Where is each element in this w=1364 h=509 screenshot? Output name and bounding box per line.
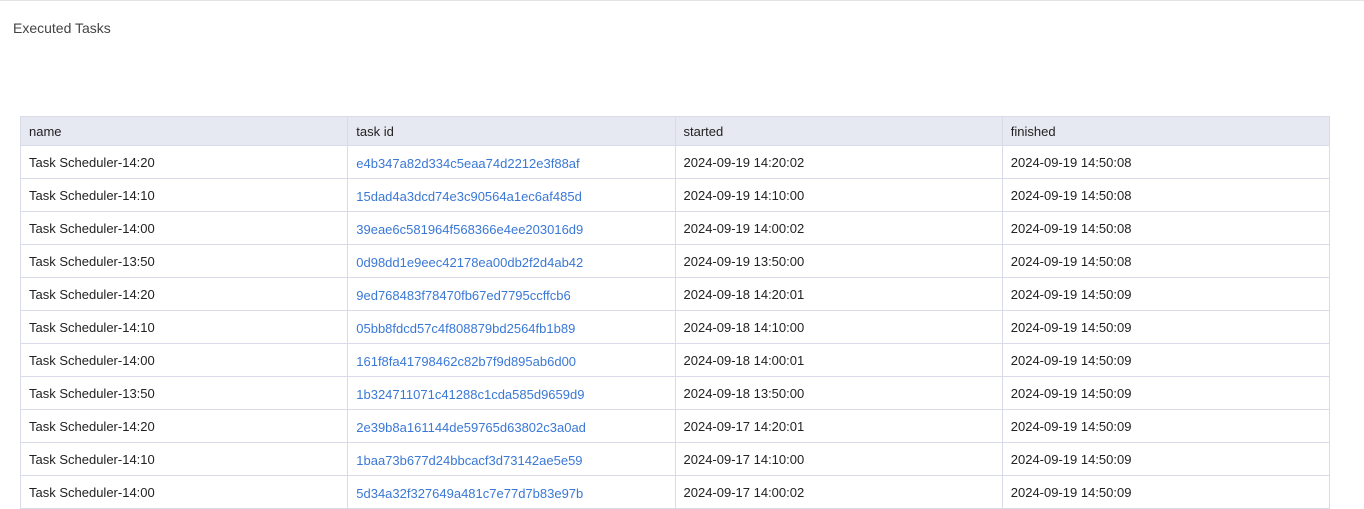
task-id-link[interactable]: 0d98dd1e9eec42178ea00db2f2d4ab42 bbox=[347, 244, 676, 278]
task-name-cell: Task Scheduler-13:50 bbox=[19, 244, 349, 278]
table-row: Task Scheduler-14:10 05bb8fdcd57c4f808879… bbox=[19, 310, 1331, 344]
started-cell: 2024-09-17 14:00:02 bbox=[674, 475, 1003, 509]
task-name-cell: Task Scheduler-14:10 bbox=[19, 310, 349, 344]
task-name-cell: Task Scheduler-13:50 bbox=[19, 376, 349, 410]
task-id-link[interactable]: 5d34a32f327649a481c7e77d7b83e97b bbox=[347, 475, 676, 509]
task-name-cell: Task Scheduler-14:00 bbox=[19, 343, 349, 377]
task-name-cell: Task Scheduler-14:00 bbox=[19, 475, 349, 509]
started-cell: 2024-09-19 14:20:02 bbox=[674, 145, 1003, 179]
task-name-cell: Task Scheduler-14:20 bbox=[19, 409, 349, 443]
column-header-started[interactable]: started bbox=[674, 116, 1003, 146]
table-row: Task Scheduler-13:50 1b324711071c41288c1c… bbox=[19, 376, 1331, 410]
task-id-link[interactable]: 15dad4a3dcd74e3c90564a1ec6af485d bbox=[347, 178, 676, 212]
task-name-cell: Task Scheduler-14:20 bbox=[19, 277, 349, 311]
task-id-link[interactable]: 161f8fa41798462c82b7f9d895ab6d00 bbox=[347, 343, 676, 377]
task-name-cell: Task Scheduler-14:20 bbox=[19, 145, 349, 179]
task-id-link[interactable]: 1baa73b677d24bbcacf3d73142ae5e59 bbox=[347, 442, 676, 476]
task-name-cell: Task Scheduler-14:10 bbox=[19, 442, 349, 476]
started-cell: 2024-09-19 14:00:02 bbox=[674, 211, 1003, 245]
finished-cell: 2024-09-19 14:50:08 bbox=[1001, 145, 1331, 179]
finished-cell: 2024-09-19 14:50:08 bbox=[1001, 178, 1331, 212]
table-row: Task Scheduler-14:00 39eae6c581964f568366… bbox=[19, 211, 1331, 245]
task-id-link[interactable]: 2e39b8a161144de59765d63802c3a0ad bbox=[347, 409, 676, 443]
task-name-cell: Task Scheduler-14:00 bbox=[19, 211, 349, 245]
table-header-row: name task id started finished bbox=[19, 116, 1331, 146]
task-name-cell: Task Scheduler-14:10 bbox=[19, 178, 349, 212]
table-row: Task Scheduler-14:20 2e39b8a161144de59765… bbox=[19, 409, 1331, 443]
table-row: Task Scheduler-14:10 1baa73b677d24bbcacf3… bbox=[19, 442, 1331, 476]
task-id-link[interactable]: 39eae6c581964f568366e4ee203016d9 bbox=[347, 211, 676, 245]
finished-cell: 2024-09-19 14:50:09 bbox=[1001, 409, 1331, 443]
finished-cell: 2024-09-19 14:50:09 bbox=[1001, 343, 1331, 377]
task-id-link[interactable]: 9ed768483f78470fb67ed7795ccffcb6 bbox=[347, 277, 676, 311]
finished-cell: 2024-09-19 14:50:09 bbox=[1001, 277, 1331, 311]
started-cell: 2024-09-18 13:50:00 bbox=[674, 376, 1003, 410]
started-cell: 2024-09-17 14:10:00 bbox=[674, 442, 1003, 476]
started-cell: 2024-09-18 14:00:01 bbox=[674, 343, 1003, 377]
started-cell: 2024-09-19 13:50:00 bbox=[674, 244, 1003, 278]
started-cell: 2024-09-18 14:20:01 bbox=[674, 277, 1003, 311]
table-row: Task Scheduler-14:10 15dad4a3dcd74e3c9056… bbox=[19, 178, 1331, 212]
finished-cell: 2024-09-19 14:50:08 bbox=[1001, 244, 1331, 278]
finished-cell: 2024-09-19 14:50:09 bbox=[1001, 475, 1331, 509]
table-row: Task Scheduler-13:50 0d98dd1e9eec42178ea0… bbox=[19, 244, 1331, 278]
finished-cell: 2024-09-19 14:50:09 bbox=[1001, 376, 1331, 410]
started-cell: 2024-09-18 14:10:00 bbox=[674, 310, 1003, 344]
column-header-finished[interactable]: finished bbox=[1001, 116, 1331, 146]
executed-tasks-table: name task id started finished Task Sched… bbox=[19, 116, 1331, 509]
page-title: Executed Tasks bbox=[13, 20, 111, 36]
top-divider bbox=[0, 0, 1364, 1]
finished-cell: 2024-09-19 14:50:08 bbox=[1001, 211, 1331, 245]
column-header-name[interactable]: name bbox=[19, 116, 349, 146]
task-id-link[interactable]: 1b324711071c41288c1cda585d9659d9 bbox=[347, 376, 676, 410]
table-row: Task Scheduler-14:20 9ed768483f78470fb67e… bbox=[19, 277, 1331, 311]
task-id-link[interactable]: 05bb8fdcd57c4f808879bd2564fb1b89 bbox=[347, 310, 676, 344]
table-row: Task Scheduler-14:00 161f8fa41798462c82b7… bbox=[19, 343, 1331, 377]
table-row: Task Scheduler-14:20 e4b347a82d334c5eaa74… bbox=[19, 145, 1331, 179]
task-id-link[interactable]: e4b347a82d334c5eaa74d2212e3f88af bbox=[347, 145, 676, 179]
table-row: Task Scheduler-14:00 5d34a32f327649a481c7… bbox=[19, 475, 1331, 509]
started-cell: 2024-09-17 14:20:01 bbox=[674, 409, 1003, 443]
finished-cell: 2024-09-19 14:50:09 bbox=[1001, 442, 1331, 476]
started-cell: 2024-09-19 14:10:00 bbox=[674, 178, 1003, 212]
finished-cell: 2024-09-19 14:50:09 bbox=[1001, 310, 1331, 344]
column-header-task-id[interactable]: task id bbox=[347, 116, 676, 146]
